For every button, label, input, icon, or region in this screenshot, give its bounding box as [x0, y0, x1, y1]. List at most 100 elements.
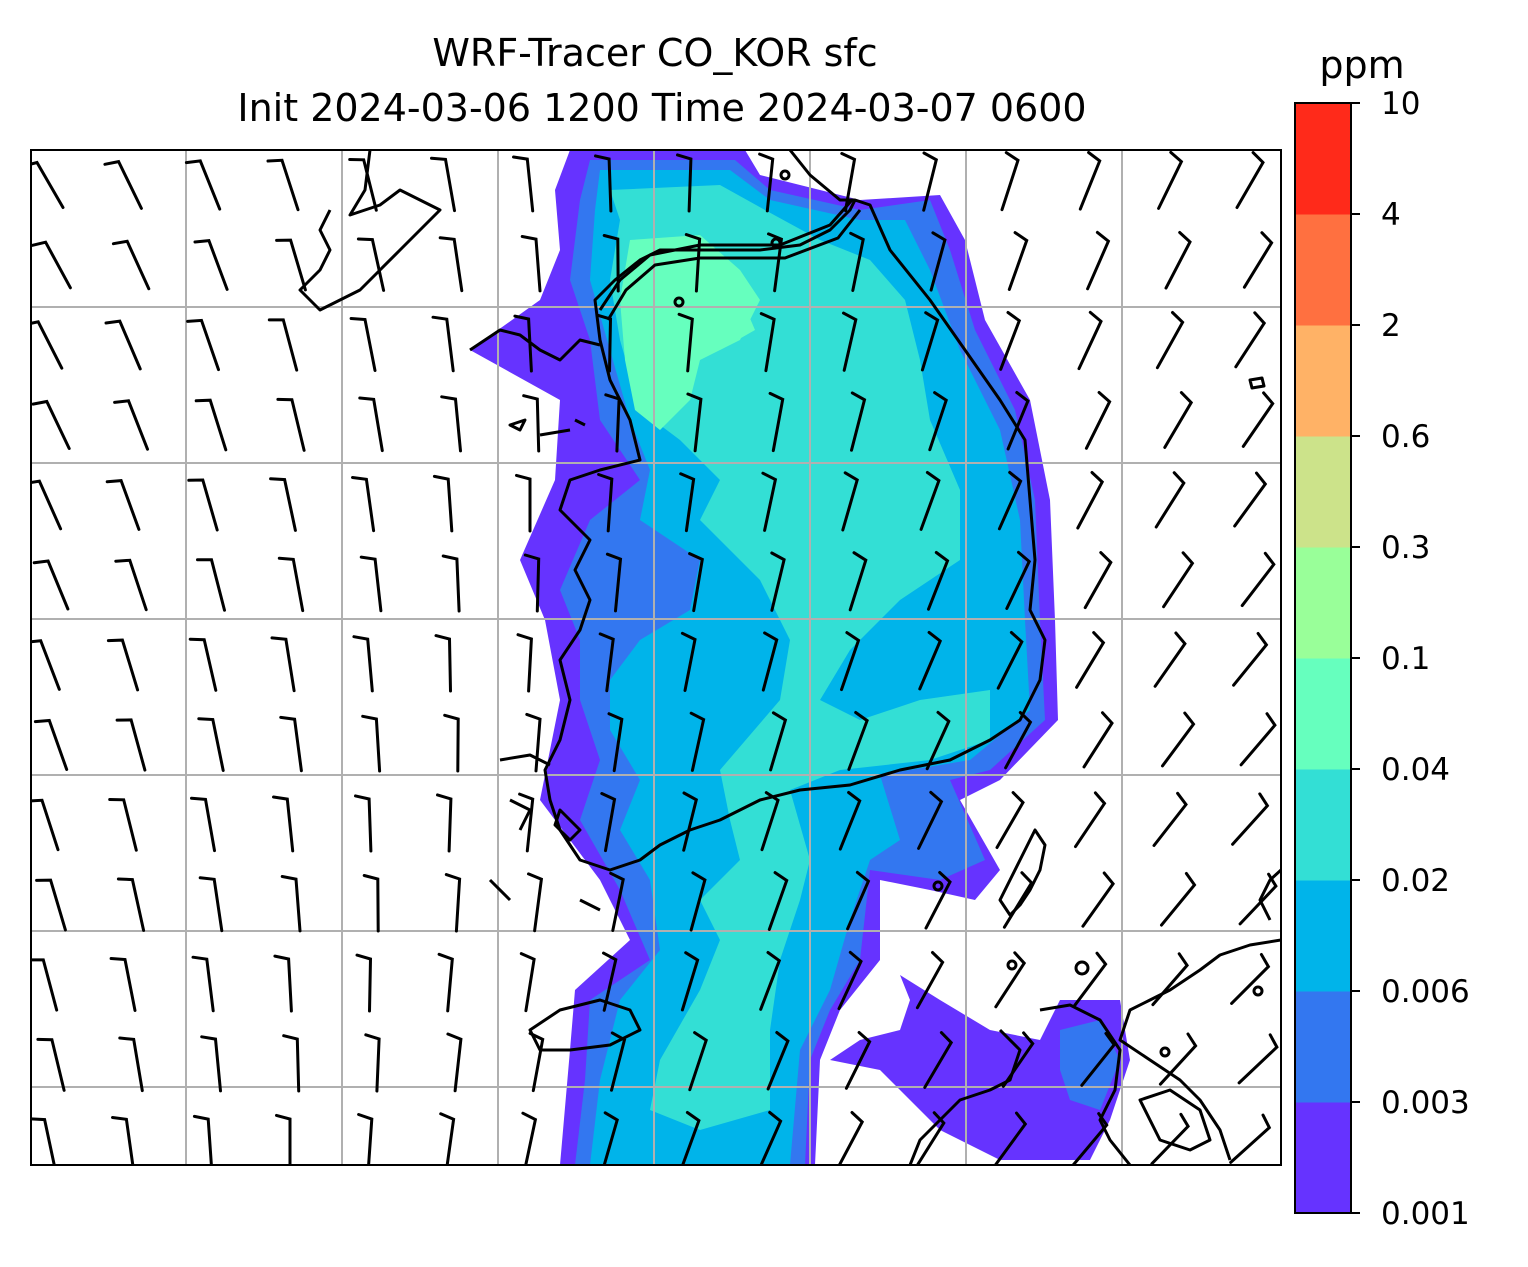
contour-level-0001-east — [830, 975, 1130, 1160]
wind-barb — [106, 638, 140, 692]
wind-barb — [922, 151, 939, 212]
wind-barb — [995, 791, 1025, 849]
island-marker — [1074, 960, 1090, 976]
wind-barb — [355, 953, 373, 1013]
wind-barb — [188, 637, 218, 692]
title-line2: Init 2024-03-06 1200 Time 2024-03-07 060… — [237, 86, 1086, 130]
wind-barb — [434, 634, 452, 693]
wind-barb — [1164, 231, 1192, 290]
wind-barb — [915, 951, 945, 1010]
wind-barb — [109, 957, 137, 1012]
wind-barb — [842, 311, 858, 372]
gridlines — [31, 150, 1281, 1165]
wind-barb — [1005, 550, 1032, 610]
wind-barb — [31, 1117, 56, 1165]
wind-barb — [513, 314, 533, 373]
wind-barb — [688, 552, 704, 613]
colorbar-tick-label: 0.04 — [1381, 752, 1450, 788]
wind-barb — [610, 1031, 627, 1092]
coastline-jeju — [528, 998, 642, 1052]
wind-barb — [439, 1112, 456, 1165]
wind-barb — [769, 711, 788, 772]
wind-barb — [266, 158, 300, 212]
wind-barb — [600, 792, 617, 853]
colorbar-tick-label: 0.001 — [1381, 1196, 1470, 1232]
wind-barb — [597, 473, 614, 533]
island-marker — [673, 296, 685, 308]
wind-barb — [1161, 711, 1196, 768]
wind-barb — [528, 1031, 545, 1093]
wind-barb — [441, 554, 461, 613]
wind-barb — [850, 391, 867, 452]
coastline-north-border-b — [606, 209, 862, 321]
wind-barb — [1231, 792, 1270, 846]
wind-barb — [31, 160, 65, 209]
wind-barb — [1240, 551, 1276, 608]
wind-barb — [359, 555, 383, 613]
wind-barb — [844, 1031, 872, 1090]
wind-barb — [1002, 871, 1034, 929]
colorbar-unit: ppm — [1319, 43, 1404, 87]
wind-barb — [1157, 150, 1184, 210]
wind-barb — [602, 1111, 619, 1165]
wind-barb — [761, 471, 778, 532]
wind-barb — [515, 473, 532, 533]
wind-barb — [1072, 951, 1108, 1008]
wind-barb — [928, 391, 948, 452]
wind-barb — [31, 479, 63, 531]
wind-barb — [759, 312, 776, 373]
wind-barb — [767, 232, 784, 293]
coastline-kyushu — [908, 1003, 1132, 1165]
wind-barb — [1153, 631, 1187, 688]
wind-barb — [103, 159, 143, 210]
wind-barb — [1162, 551, 1195, 609]
wind-barb — [999, 311, 1022, 371]
wind-barb — [605, 552, 623, 613]
wind-barb — [1151, 952, 1189, 1007]
wind-barb — [200, 1035, 222, 1093]
wind-barb — [280, 875, 302, 933]
wind-barb — [595, 313, 613, 373]
colorbar-tick-label: 0.3 — [1381, 530, 1430, 566]
wind-barb — [32, 559, 70, 611]
wind-barb — [432, 474, 454, 533]
wind-barb — [116, 877, 146, 932]
wind-barb — [766, 1031, 790, 1091]
wind-barb — [113, 399, 149, 451]
wind-barb — [1163, 391, 1194, 449]
wind-barb — [917, 790, 944, 850]
coastline-tsushima — [998, 828, 1047, 917]
wind-barb — [440, 395, 462, 453]
wind-barb — [847, 711, 869, 771]
island-marker — [1248, 376, 1266, 390]
wind-barb — [759, 1110, 783, 1165]
wind-barb — [680, 951, 700, 1012]
wind-barb — [1229, 1113, 1272, 1164]
contour-level-002 — [610, 185, 990, 1130]
wind-barb — [31, 320, 64, 370]
wind-barb — [849, 231, 865, 292]
wind-barb — [273, 954, 293, 1013]
wind-barb — [276, 397, 306, 452]
wind-barb — [602, 234, 620, 293]
wind-barb — [362, 874, 380, 933]
colorbar-tick-label: 10 — [1381, 86, 1420, 122]
wind-barb — [677, 312, 694, 373]
wind-barb — [437, 952, 454, 1013]
colorbar-band — [1295, 1102, 1351, 1214]
wind-barb — [688, 1031, 708, 1092]
colorbar-tick-label: 0.003 — [1381, 1085, 1470, 1121]
wind-barb — [1007, 231, 1029, 291]
wind-barb — [1001, 1031, 1035, 1088]
map-panel — [31, 150, 1281, 1165]
coastline-korea — [543, 198, 1047, 872]
wind-barb — [1150, 1112, 1190, 1165]
wind-barb — [686, 392, 703, 453]
wind-barb — [1006, 391, 1030, 451]
wind-barb — [358, 396, 384, 453]
wind-barb — [443, 713, 460, 773]
wind-barb — [767, 871, 789, 931]
island-marker — [1159, 1046, 1171, 1058]
wind-barb — [35, 878, 67, 932]
wind-barb — [361, 714, 382, 773]
